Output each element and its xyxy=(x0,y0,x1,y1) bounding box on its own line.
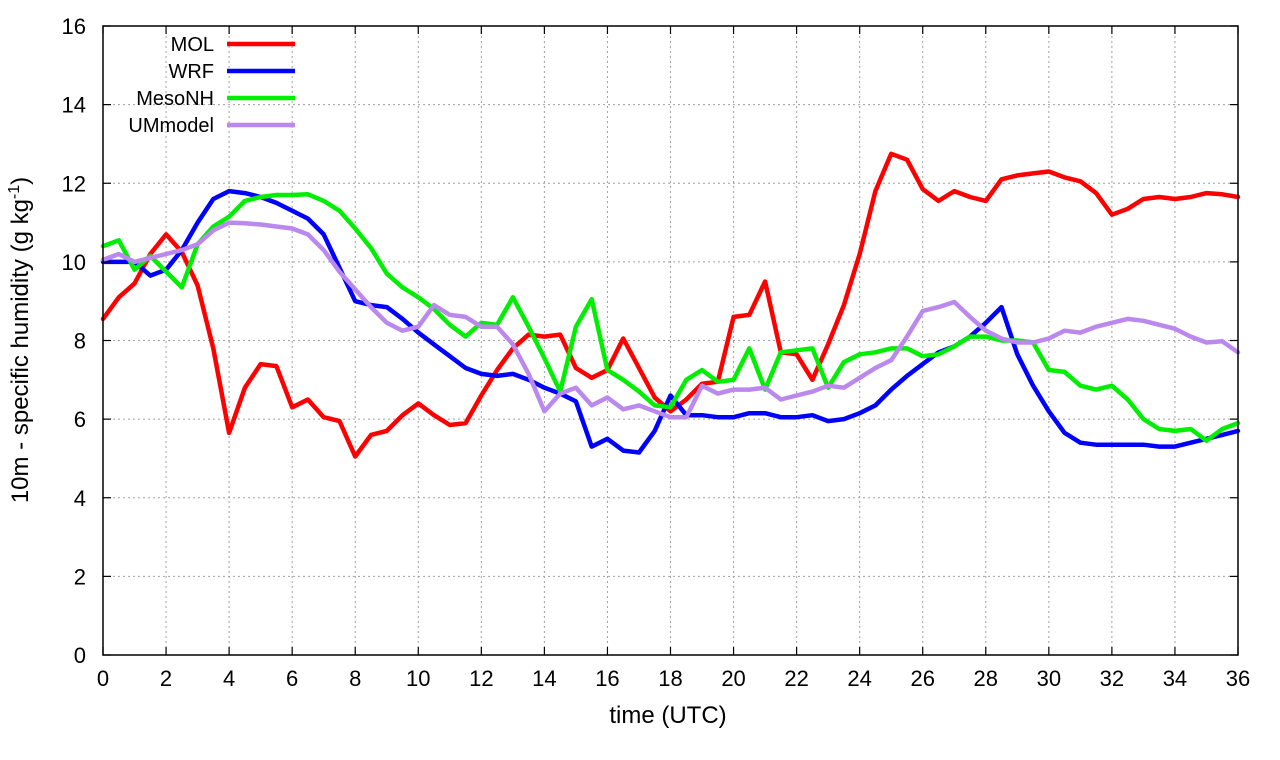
x-tick-label: 34 xyxy=(1163,666,1187,691)
y-tick-label: 10 xyxy=(62,250,86,275)
legend-label-mesonh: MesoNH xyxy=(136,88,214,110)
x-tick-label: 20 xyxy=(721,666,745,691)
series-line-mol xyxy=(100,151,1241,459)
x-tick-label: 12 xyxy=(469,666,493,691)
series-line-mesonh xyxy=(100,192,1241,443)
y-tick-label: 4 xyxy=(74,486,86,511)
x-tick-label: 6 xyxy=(286,666,298,691)
y-axis-title-superscript: -1 xyxy=(6,185,23,199)
y-tick-label: 12 xyxy=(62,171,86,196)
y-tick-label: 16 xyxy=(62,14,86,39)
legend: MOL WRF MesoNH UMmodel xyxy=(128,34,295,137)
x-tick-label: 8 xyxy=(349,666,361,691)
y-tick-label: 2 xyxy=(74,564,86,589)
y-tick-label: 0 xyxy=(74,643,86,668)
legend-label-wrf: WRF xyxy=(168,61,214,83)
x-tick-label: 16 xyxy=(595,666,619,691)
x-tick-label: 0 xyxy=(97,666,109,691)
y-axis-title: 10m - specific humidity (g kg-1) xyxy=(6,177,34,503)
x-tick-label: 2 xyxy=(160,666,172,691)
series-lines xyxy=(100,151,1241,459)
x-tick-label: 28 xyxy=(974,666,998,691)
x-tick-label: 18 xyxy=(658,666,682,691)
series-line-ummodel xyxy=(100,220,1241,420)
x-tick-label: 22 xyxy=(784,666,808,691)
x-tick-label: 14 xyxy=(532,666,556,691)
x-tick-label: 32 xyxy=(1100,666,1124,691)
x-tick-label: 36 xyxy=(1226,666,1250,691)
x-tick-label: 30 xyxy=(1037,666,1061,691)
axis-ticks: 0 2 4 6 8 10 12 14 16 18 20 22 24 26 28 30 32 34 360246810… xyxy=(62,14,1251,691)
series-line-wrf xyxy=(100,188,1241,455)
x-tick-label: 26 xyxy=(910,666,934,691)
y-axis-title-end: ) xyxy=(7,177,34,185)
legend-label-mol: MOL xyxy=(171,34,214,56)
y-tick-label: 8 xyxy=(74,329,86,354)
x-tick-label: 10 xyxy=(406,666,430,691)
x-tick-label: 24 xyxy=(847,666,871,691)
grid-lines xyxy=(103,26,1238,655)
y-axis-title-main: 10m - specific humidity (g kg xyxy=(7,199,34,503)
x-axis-title: time (UTC) xyxy=(609,702,726,729)
y-tick-label: 14 xyxy=(62,93,86,118)
y-tick-label: 6 xyxy=(74,407,86,432)
x-tick-label: 4 xyxy=(223,666,235,691)
legend-label-ummodel: UMmodel xyxy=(128,115,214,137)
